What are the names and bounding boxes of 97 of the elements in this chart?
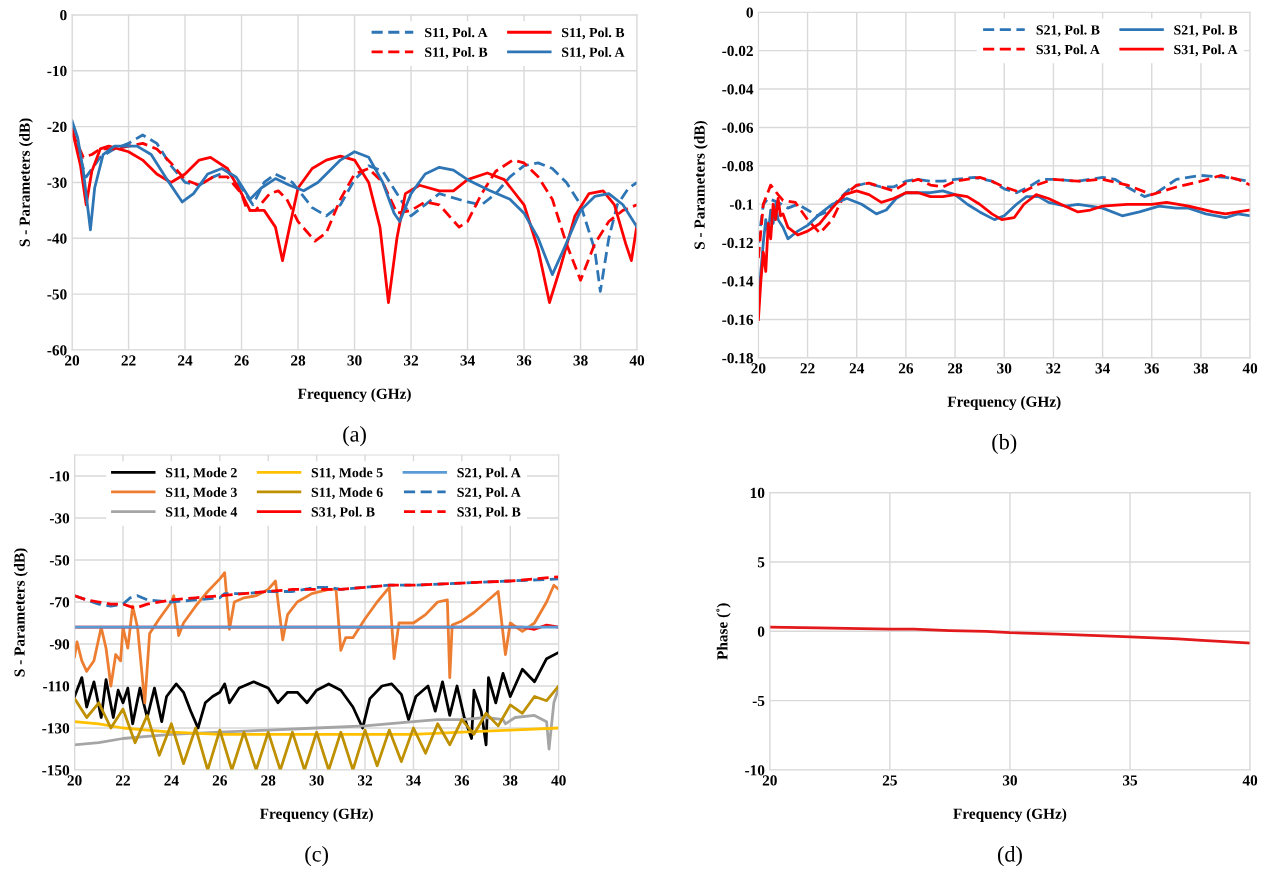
legend-label: S21, Pol. B (1174, 24, 1238, 37)
x-tick-label: 34 (406, 775, 421, 786)
y-tick-label: -0.02 (722, 45, 753, 57)
x-tick-label: 40 (551, 775, 566, 786)
x-tick-label: 20 (65, 355, 80, 366)
x-tick-label: 24 (178, 355, 193, 366)
y-tick-label: -50 (49, 555, 70, 566)
legend-label: S11, Mode 4 (165, 506, 238, 519)
y-axis-title: Phase (˚) (716, 603, 731, 660)
x-tick-label: 22 (121, 355, 136, 366)
y-tick-label: -70 (49, 597, 70, 608)
x-tick-label: 25 (882, 775, 897, 786)
y-tick-label: -20 (47, 121, 67, 133)
x-tick-label: 20 (751, 363, 766, 374)
y-tick-label: -50 (47, 289, 67, 300)
y-tick-label: -0.1 (729, 199, 753, 210)
x-tick-label: 30 (1002, 775, 1017, 786)
y-tick-label: -30 (47, 177, 67, 188)
legend-label: S31, Pol. B (311, 506, 375, 519)
y-tick-label: -0.06 (722, 122, 754, 133)
y-tick-label: -60 (47, 345, 67, 356)
legend-label: S11, Pol. A (425, 27, 488, 40)
y-tick-label: -30 (49, 513, 70, 524)
x-tick-label: 38 (503, 775, 518, 786)
legend-label: S21, Pol. A (457, 467, 521, 480)
x-tick-label: 32 (357, 775, 373, 786)
legend-label: S21, Pol. A (457, 487, 521, 499)
y-tick-label: -130 (42, 723, 70, 734)
y-tick-label: 0 (757, 626, 765, 637)
x-tick-label: 24 (849, 363, 865, 374)
x-tick-label: 34 (1095, 363, 1110, 374)
y-tick-label: -0.04 (722, 84, 754, 95)
y-tick-label: -40 (47, 233, 67, 244)
x-tick-label: 36 (516, 355, 532, 366)
x-axis-title: Frequency (GHz) (259, 808, 373, 823)
legend-label: S11, Pol. A (562, 47, 625, 59)
y-tick-label: -0.14 (722, 276, 754, 287)
y-tick-label: -10 (745, 765, 765, 776)
x-tick-label: 34 (460, 355, 475, 366)
x-tick-label: 26 (212, 775, 227, 786)
y-tick-label: 10 (750, 487, 765, 499)
x-tick-label: 40 (1242, 775, 1258, 786)
x-tick-label: 40 (629, 355, 645, 366)
y-tick-label: 0 (60, 10, 67, 21)
x-tick-label: 35 (1122, 775, 1138, 786)
y-tick-label: -0.18 (722, 353, 754, 364)
x-tick-label: 30 (309, 775, 324, 786)
x-tick-label: 26 (234, 355, 249, 366)
y-tick-label: -110 (43, 681, 70, 692)
x-tick-label: 38 (1193, 363, 1209, 374)
text: (d) (997, 846, 1022, 867)
y-axis-title: S - Parameters (dB) (13, 548, 28, 677)
x-tick-label: 22 (115, 775, 130, 786)
x-axis-title: Frequency (GHz) (947, 396, 1061, 410)
legend-label: S11, Mode 6 (311, 487, 383, 499)
y-tick-label: 5 (757, 557, 765, 568)
x-tick-label: 38 (573, 355, 588, 366)
legend-label: S11, Mode 3 (165, 487, 237, 499)
x-tick-label: 20 (762, 775, 777, 786)
x-tick-label: 32 (1046, 363, 1061, 374)
legend-label: S21, Pol. B (1036, 24, 1100, 37)
y-tick-label: -5 (752, 695, 765, 707)
x-tick-label: 36 (1144, 363, 1159, 374)
y-tick-label: -0.16 (722, 314, 754, 325)
x-tick-label: 28 (948, 363, 963, 374)
x-tick-label: 22 (800, 363, 815, 374)
y-tick-label: -90 (49, 639, 70, 650)
legend-label: S11, Mode 2 (165, 467, 237, 480)
legend-label: S11, Mode 5 (311, 467, 383, 480)
legend-label: S31, Pol. B (457, 506, 521, 519)
y-tick-label: -0.08 (722, 161, 754, 172)
x-tick-label: 40 (1242, 363, 1258, 374)
x-tick-label: 28 (291, 355, 306, 366)
text: (b) (992, 433, 1017, 455)
x-tick-label: 26 (898, 363, 914, 374)
y-tick-label: -150 (42, 765, 70, 776)
x-axis-title: Frequency (GHz) (297, 388, 411, 403)
text: (c) (305, 846, 328, 867)
legend-label: S11, Pol. B (425, 47, 488, 59)
x-tick-label: 20 (67, 775, 82, 786)
x-tick-label: 32 (403, 355, 419, 366)
x-tick-label: 28 (261, 775, 276, 786)
y-axis-title: S - Parameters (dB) (693, 121, 708, 249)
x-axis-title: Frequency (GHz) (953, 808, 1067, 823)
y-tick-label: -10 (49, 471, 70, 482)
x-tick-label: 36 (454, 775, 470, 786)
y-tick-label: -0.12 (722, 237, 753, 249)
y-axis-title: S - Parameters (dB) (19, 118, 33, 247)
x-tick-label: 30 (347, 355, 362, 366)
legend-label: S11, Pol. B (562, 27, 625, 40)
x-tick-label: 30 (997, 363, 1012, 374)
y-tick-label: -10 (47, 65, 67, 77)
legend-label: S31, Pol. A (1036, 44, 1100, 57)
text: (a) (343, 426, 366, 447)
legend-label: S31, Pol. A (1174, 44, 1238, 57)
y-tick-label: 0 (746, 7, 753, 18)
x-tick-label: 24 (164, 775, 179, 786)
